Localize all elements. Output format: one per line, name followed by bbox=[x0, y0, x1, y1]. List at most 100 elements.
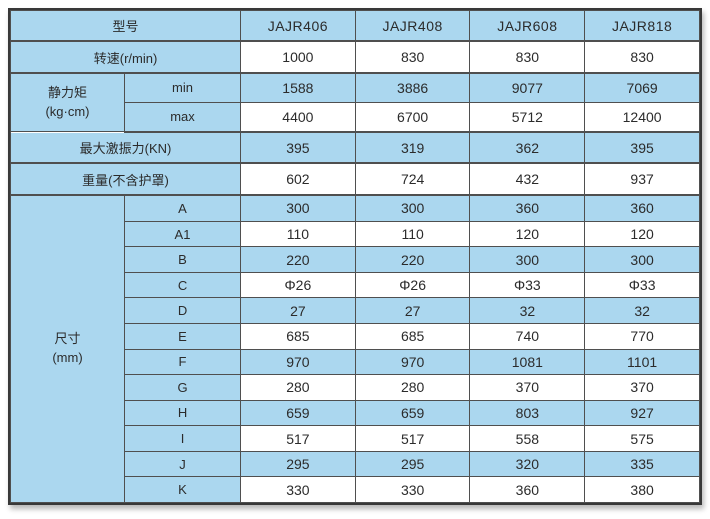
value-cell: 370 bbox=[469, 374, 586, 401]
value-cell: 9077 bbox=[469, 72, 586, 103]
value-cell: 3886 bbox=[354, 72, 471, 103]
value-cell: 1081 bbox=[469, 348, 586, 376]
row-label-cell: 重量(不含护罩) bbox=[9, 162, 242, 196]
row-label-cell: I bbox=[123, 425, 242, 452]
value-cell: 830 bbox=[354, 40, 471, 74]
value-cell: 685 bbox=[240, 323, 356, 350]
value-cell: 360 bbox=[469, 476, 586, 503]
value-cell: 659 bbox=[240, 399, 356, 427]
row-label-cell: D bbox=[123, 297, 242, 325]
row-label-cell: A1 bbox=[123, 220, 242, 248]
value-cell: 1000 bbox=[240, 40, 356, 74]
value-cell: 320 bbox=[469, 450, 586, 478]
value-cell: 300 bbox=[240, 194, 356, 222]
value-cell: 517 bbox=[240, 425, 356, 452]
row-label-cell: H bbox=[123, 399, 242, 427]
value-cell: 395 bbox=[240, 131, 356, 165]
value-cell: 558 bbox=[469, 425, 586, 452]
value-cell: 32 bbox=[584, 297, 700, 325]
value-cell: 32 bbox=[469, 297, 586, 325]
value-cell: 830 bbox=[584, 40, 700, 74]
value-cell: 380 bbox=[584, 476, 700, 503]
row-label-cell: C bbox=[123, 271, 242, 299]
row-label-cell: max bbox=[123, 101, 242, 133]
value-cell: 395 bbox=[584, 131, 700, 165]
spec-row: max 4400 6700 5712 12400 bbox=[11, 101, 700, 133]
value-cell: 120 bbox=[584, 220, 700, 248]
value-cell: 1101 bbox=[584, 348, 700, 376]
row-label-cell: 转速(r/min) bbox=[9, 40, 242, 74]
value-cell: 360 bbox=[584, 194, 700, 222]
spec-row: E 685 685 740 770 bbox=[11, 323, 700, 350]
spec-row: K 330 330 360 380 bbox=[11, 476, 700, 503]
spec-row: C Φ26 Φ26 Φ33 Φ33 bbox=[11, 271, 700, 299]
spec-row: H 659 659 803 927 bbox=[11, 399, 700, 427]
row-label-cell: K bbox=[123, 476, 242, 503]
value-cell: 330 bbox=[240, 476, 356, 503]
row-label-cell: 最大激振力(KN) bbox=[9, 131, 242, 165]
value-cell: 517 bbox=[354, 425, 471, 452]
value-cell: 120 bbox=[469, 220, 586, 248]
value-cell: 927 bbox=[584, 399, 700, 427]
row-label-cell: A bbox=[123, 194, 242, 222]
value-cell: 295 bbox=[240, 450, 356, 478]
value-cell: 740 bbox=[469, 323, 586, 350]
spec-row: 转速(r/min) 1000 830 830 830 bbox=[9, 40, 700, 74]
spec-row: F 970 970 1081 1101 bbox=[11, 348, 700, 376]
spec-row: J 295 295 320 335 bbox=[11, 450, 700, 478]
row-label-cell: G bbox=[123, 374, 242, 401]
spec-row: 重量(不含护罩) 602 724 432 937 bbox=[9, 162, 700, 196]
value-cell: Φ26 bbox=[240, 271, 356, 299]
row-label-cell: B bbox=[123, 246, 242, 273]
value-cell: 937 bbox=[584, 162, 700, 196]
value-cell: 110 bbox=[354, 220, 471, 248]
value-cell: 335 bbox=[584, 450, 700, 478]
model-name-cell: JAJR818 bbox=[584, 10, 700, 43]
spec-row: D 27 27 32 32 bbox=[11, 297, 700, 325]
value-cell: 370 bbox=[584, 374, 700, 401]
value-cell: 319 bbox=[354, 131, 471, 165]
value-cell: 220 bbox=[240, 246, 356, 273]
value-cell: 685 bbox=[354, 323, 471, 350]
value-cell: 575 bbox=[584, 425, 700, 452]
value-cell: 280 bbox=[354, 374, 471, 401]
value-cell: 4400 bbox=[240, 101, 356, 133]
spec-row: 最大激振力(KN) 395 319 362 395 bbox=[9, 131, 700, 165]
value-cell: 295 bbox=[354, 450, 471, 478]
model-header-row: 型号 JAJR406 JAJR408 JAJR608 JAJR818 bbox=[9, 10, 700, 43]
value-cell: Φ33 bbox=[584, 271, 700, 299]
value-cell: 300 bbox=[584, 246, 700, 273]
row-label-cell: min bbox=[123, 72, 242, 103]
model-name-cell: JAJR406 bbox=[240, 10, 356, 43]
spec-row: 静力矩 (kg·cm) min 1588 3886 9077 7069 bbox=[10, 72, 700, 133]
value-cell: 803 bbox=[469, 399, 586, 427]
value-cell: 27 bbox=[354, 297, 471, 325]
value-cell: 724 bbox=[354, 162, 471, 196]
value-cell: 300 bbox=[469, 246, 586, 273]
row-label-cell: F bbox=[123, 348, 242, 376]
value-cell: 7069 bbox=[584, 72, 700, 103]
model-name-cell: JAJR408 bbox=[354, 10, 471, 43]
value-cell: 27 bbox=[240, 297, 356, 325]
value-cell: 110 bbox=[240, 220, 356, 248]
value-cell: 1588 bbox=[240, 72, 356, 103]
value-cell: Φ26 bbox=[354, 271, 471, 299]
value-cell: 770 bbox=[584, 323, 700, 350]
spec-row: A1 110 110 120 120 bbox=[11, 220, 700, 248]
value-cell: 220 bbox=[354, 246, 471, 273]
spec-table-body: 型号 JAJR406 JAJR408 JAJR608 JAJR818 转速(r/min) 1… bbox=[9, 10, 700, 503]
value-cell: 970 bbox=[354, 348, 471, 376]
value-cell: 12400 bbox=[584, 101, 700, 133]
value-cell: 360 bbox=[469, 194, 586, 222]
value-cell: 6700 bbox=[354, 101, 471, 133]
spec-row: G 280 280 370 370 bbox=[11, 374, 700, 401]
value-cell: 830 bbox=[469, 40, 586, 74]
value-cell: 659 bbox=[354, 399, 471, 427]
row-label-cell: E bbox=[123, 323, 242, 350]
value-cell: 5712 bbox=[469, 101, 586, 133]
value-cell: 432 bbox=[469, 162, 586, 196]
spec-table: 型号 JAJR406 JAJR408 JAJR608 JAJR818 转速(r/min) 1… bbox=[9, 10, 700, 503]
value-cell: 330 bbox=[354, 476, 471, 503]
spec-table-container: 型号 JAJR406 JAJR408 JAJR608 JAJR818 转速(r/min) 1… bbox=[8, 8, 702, 505]
model-header-label: 型号 bbox=[9, 10, 242, 43]
